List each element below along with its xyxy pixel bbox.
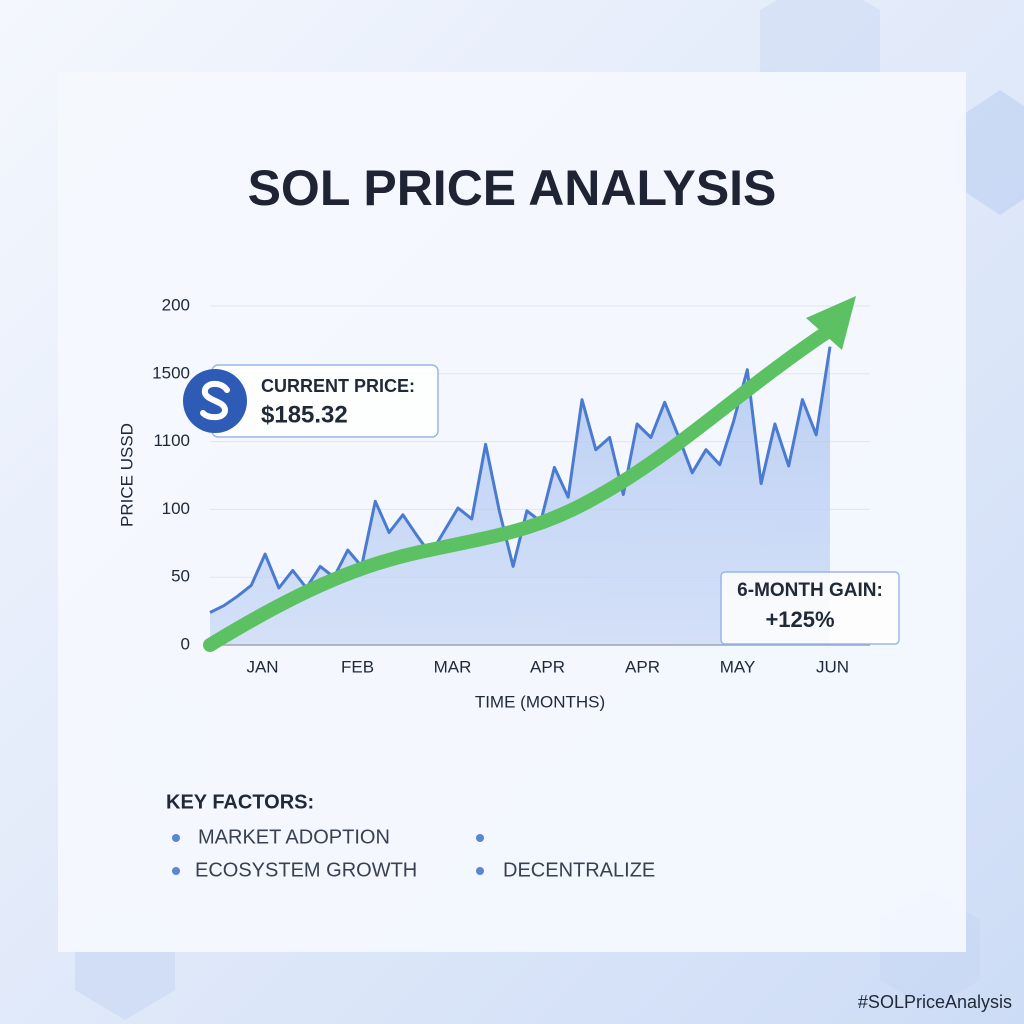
line [209, 346, 832, 614]
bullet [476, 867, 484, 875]
bullet [476, 834, 484, 842]
factor-item: ECOSYSTEM GROWTH [195, 859, 417, 881]
y-tick-label: 1500 [152, 363, 190, 382]
bullet [172, 867, 180, 875]
x-tick-label: APR [530, 657, 565, 676]
x-axis-label: TIME (MONTHS) [475, 692, 605, 711]
y-tick-label: 50 [171, 567, 190, 586]
trend-arrow [203, 323, 837, 652]
factors-title: KEY FACTORS: [166, 791, 314, 813]
chart-title: SOL PRICE ANALYSIS [248, 160, 777, 216]
hexagon [955, 90, 1024, 215]
x-tick-label: MAR [434, 657, 472, 676]
callout-label: CURRENT PRICE: [261, 376, 415, 396]
gain-callout [720, 571, 900, 645]
callout-value: $185.32 [261, 401, 348, 428]
y-tick-label: 100 [162, 499, 190, 518]
x-tick-label: APR [625, 657, 660, 676]
x-tick-label: MAY [720, 657, 756, 676]
callout-label: 6-MONTH GAIN: [737, 580, 883, 601]
factor-item: DECENTRALIZE [503, 859, 655, 881]
y-tick-label: 200 [162, 295, 190, 314]
callout-value: +125% [765, 607, 834, 632]
y-tick-label: 1100 [153, 431, 190, 450]
y-axis-label: PRICE USSD [117, 423, 136, 527]
sol-logo-mark [200, 380, 230, 421]
hashtag: #SOLPriceAnalysis [858, 992, 1012, 1012]
x-tick-label: FEB [341, 657, 374, 676]
bullet [172, 834, 180, 842]
trend-arrow-head [806, 296, 856, 350]
y-tick-label: 0 [181, 634, 190, 653]
x-tick-label: JUN [816, 657, 849, 676]
x-tick-label: JAN [246, 657, 278, 676]
factor-item: MARKET ADOPTION [198, 826, 390, 848]
